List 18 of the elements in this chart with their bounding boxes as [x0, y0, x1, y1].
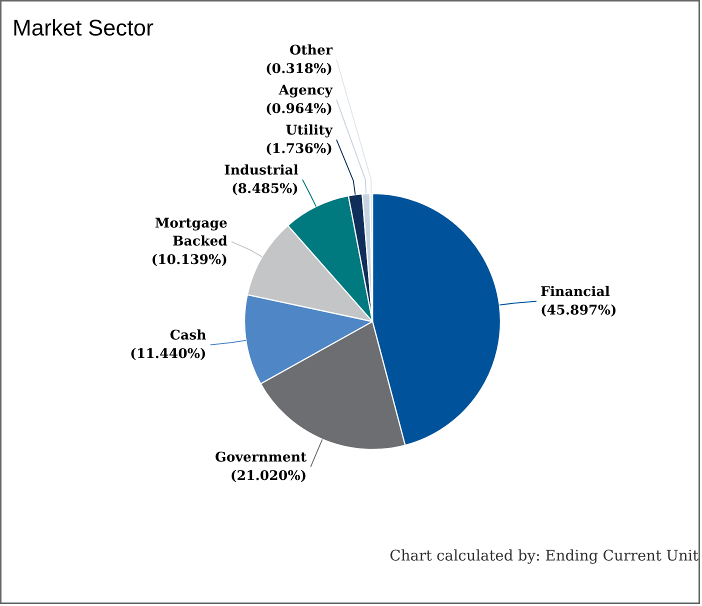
slice-label: Other: [290, 42, 334, 58]
data-label: (8.485%): [231, 180, 298, 197]
data-label: (21.020%): [230, 468, 307, 484]
data-label: (0.318%): [265, 60, 333, 77]
slice-label: Agency: [278, 82, 334, 98]
data-label: (11.440%): [130, 346, 206, 362]
slice-label: Utility: [286, 122, 334, 138]
slice-label: Government: [215, 450, 308, 466]
data-label: (1.736%): [265, 140, 333, 157]
slice-label: Financial: [540, 284, 610, 300]
data-label: (45.897%): [540, 302, 617, 318]
slice-label: Mortgage Backed: [154, 215, 228, 250]
slice-label: Industrial: [224, 162, 298, 178]
slice-label: Cash: [170, 328, 207, 344]
data-label: (10.139%): [151, 252, 228, 268]
text: Chart calculated by: Ending Current Unit: [390, 548, 699, 564]
data-label: (0.964%): [265, 100, 333, 117]
chart-title: Market Sector: [12, 14, 154, 40]
